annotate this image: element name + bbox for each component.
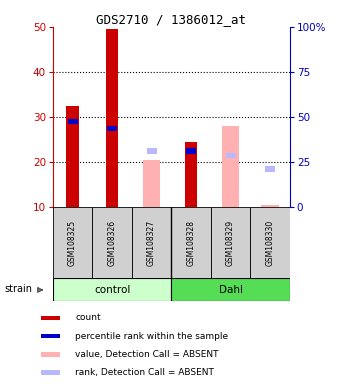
- Bar: [41, 334, 60, 338]
- Bar: [250, 207, 290, 278]
- Text: count: count: [75, 313, 101, 323]
- Text: GSM108327: GSM108327: [147, 220, 156, 266]
- Bar: [106, 29, 118, 207]
- Bar: [107, 126, 117, 131]
- Bar: [211, 207, 250, 278]
- Text: control: control: [94, 285, 130, 295]
- Bar: [171, 207, 211, 278]
- Bar: [265, 166, 275, 172]
- Text: GSM108330: GSM108330: [266, 220, 275, 266]
- Bar: [41, 316, 60, 320]
- Bar: [186, 148, 196, 154]
- Bar: [147, 148, 157, 154]
- Bar: [53, 278, 171, 301]
- Bar: [132, 207, 171, 278]
- Bar: [226, 153, 236, 158]
- Text: rank, Detection Call = ABSENT: rank, Detection Call = ABSENT: [75, 368, 214, 377]
- Text: Dahl: Dahl: [219, 285, 242, 295]
- Text: GSM108329: GSM108329: [226, 220, 235, 266]
- Bar: [66, 106, 79, 207]
- Bar: [41, 370, 60, 375]
- Text: strain: strain: [4, 284, 32, 294]
- Text: GSM108328: GSM108328: [187, 220, 196, 266]
- Text: GSM108326: GSM108326: [108, 220, 117, 266]
- Bar: [222, 126, 239, 207]
- Text: percentile rank within the sample: percentile rank within the sample: [75, 332, 228, 341]
- Bar: [171, 278, 290, 301]
- Bar: [41, 352, 60, 357]
- Bar: [261, 205, 279, 207]
- Bar: [53, 207, 92, 278]
- Bar: [185, 142, 197, 207]
- Bar: [68, 119, 77, 124]
- Bar: [92, 207, 132, 278]
- Bar: [143, 160, 161, 207]
- Text: value, Detection Call = ABSENT: value, Detection Call = ABSENT: [75, 350, 219, 359]
- Text: GSM108325: GSM108325: [68, 220, 77, 266]
- Title: GDS2710 / 1386012_at: GDS2710 / 1386012_at: [97, 13, 246, 26]
